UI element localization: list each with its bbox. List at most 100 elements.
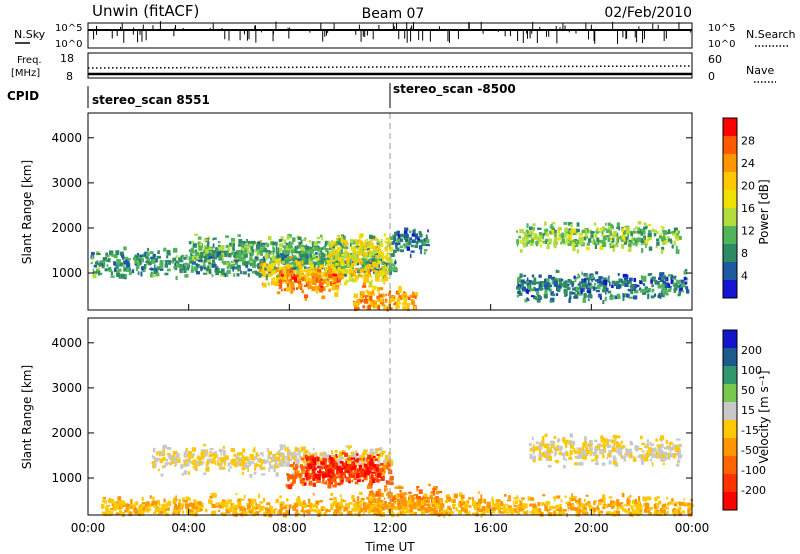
data-point: [563, 281, 568, 286]
data-point: [367, 293, 372, 296]
data-point: [377, 459, 381, 464]
data-point: [548, 274, 552, 279]
data-point: [574, 462, 579, 466]
data-point: [564, 495, 567, 498]
data-point: [315, 252, 318, 255]
data-point: [657, 444, 661, 449]
data-point: [555, 508, 558, 511]
data-point: [595, 271, 599, 275]
data-point: [378, 501, 382, 506]
data-point: [175, 453, 180, 458]
data-point: [439, 490, 443, 494]
data-point: [411, 239, 416, 244]
data-point: [622, 273, 627, 278]
data-point: [293, 467, 296, 471]
data-point: [195, 504, 198, 510]
data-point: [343, 251, 349, 257]
data-point: [355, 301, 358, 304]
data-point: [366, 248, 369, 251]
data-point: [91, 256, 94, 261]
data-point: [344, 470, 347, 473]
data-point: [288, 241, 291, 244]
data-point: [389, 299, 392, 303]
data-point: [279, 247, 282, 251]
data-point: [371, 235, 376, 240]
data-point: [320, 461, 325, 465]
data-point: [262, 265, 264, 271]
data-point: [624, 283, 629, 287]
data-point: [440, 510, 444, 515]
data-point: [123, 260, 127, 265]
data-point: [138, 256, 143, 261]
data-point: [311, 281, 316, 286]
data-point: [437, 502, 441, 505]
data-point: [282, 506, 287, 510]
data-point: [369, 467, 371, 471]
data-point: [674, 243, 676, 246]
data-point: [331, 469, 335, 474]
data-point: [397, 237, 400, 241]
data-point: [198, 257, 201, 260]
data-point: [398, 302, 402, 305]
data-point: [541, 436, 545, 441]
data-point: [285, 509, 289, 513]
data-point: [355, 462, 358, 466]
data-point: [364, 246, 367, 251]
data-point: [306, 456, 309, 461]
data-point: [318, 464, 323, 467]
data-point: [331, 248, 335, 252]
data-point: [660, 451, 665, 457]
data-point: [335, 242, 338, 246]
data-point: [311, 261, 316, 265]
data-point: [368, 274, 370, 277]
data-point: [135, 269, 138, 272]
data-point: [642, 226, 648, 230]
data-point: [315, 478, 319, 482]
data-point: [271, 256, 276, 261]
data-point: [383, 233, 387, 237]
data-point: [352, 302, 357, 305]
data-point: [280, 274, 284, 277]
data-point: [384, 264, 386, 267]
data-point: [636, 507, 641, 510]
data-point: [550, 224, 553, 227]
data-point: [178, 503, 181, 508]
data-point: [309, 285, 312, 289]
data-point: [218, 271, 223, 273]
data-point: [248, 464, 252, 467]
data-point: [615, 280, 620, 286]
data-point: [341, 450, 346, 453]
data-point: [608, 496, 613, 499]
data-point: [606, 442, 610, 447]
data-point: [160, 473, 164, 477]
data-point: [361, 508, 364, 512]
data-point: [620, 283, 625, 287]
data-point: [203, 253, 205, 257]
data-point: [197, 461, 202, 464]
data-point: [299, 479, 304, 484]
data-point: [359, 298, 364, 303]
data-point: [617, 512, 620, 517]
data-point: [596, 505, 599, 510]
data-point: [533, 232, 538, 236]
data-point: [157, 510, 160, 516]
data-point: [676, 246, 678, 249]
data-point: [302, 276, 305, 282]
data-point: [296, 497, 301, 502]
data-point: [349, 242, 352, 247]
data-point: [203, 472, 207, 475]
data-point: [101, 263, 103, 266]
data-point: [290, 283, 295, 288]
data-point: [388, 303, 391, 308]
data-point: [304, 454, 308, 460]
data-point: [621, 228, 625, 233]
data-point: [668, 229, 671, 233]
data-point: [375, 277, 380, 282]
data-point: [238, 250, 242, 256]
data-point: [256, 256, 259, 260]
data-point: [174, 464, 177, 467]
data-point: [364, 458, 367, 463]
data-point: [523, 231, 528, 235]
data-point: [184, 262, 189, 266]
data-point: [214, 505, 219, 508]
